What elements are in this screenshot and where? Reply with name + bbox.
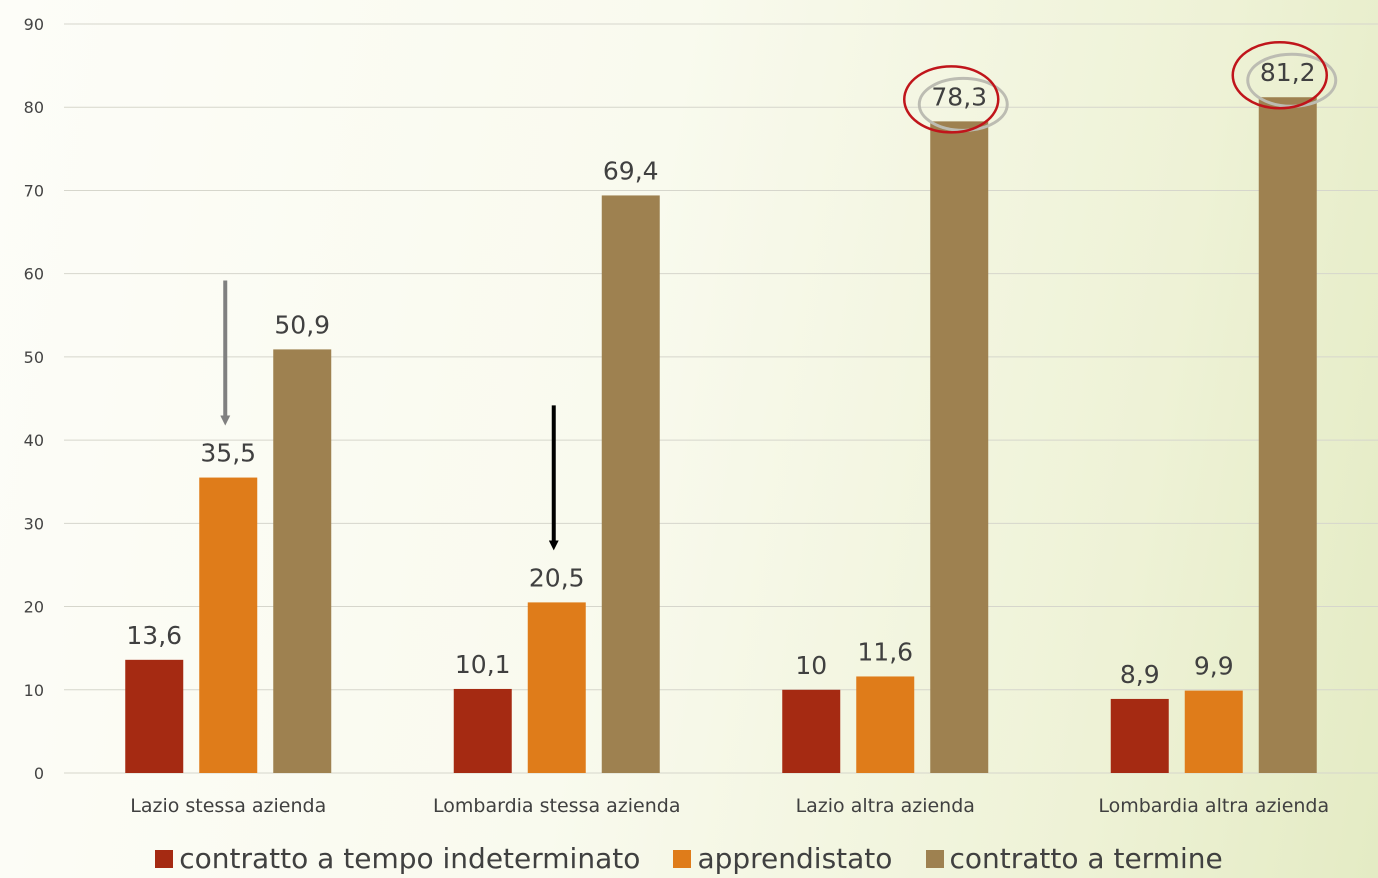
x-tick-label: Lazio stessa azienda bbox=[130, 795, 326, 817]
x-tick-label: Lombardia altra azienda bbox=[1098, 795, 1329, 817]
legend-swatch-apprendistato bbox=[673, 849, 692, 868]
legend-label-termine: contratto a termine bbox=[949, 842, 1223, 875]
bar[interactable] bbox=[1110, 698, 1169, 773]
y-tick-label: 40 bbox=[24, 431, 44, 450]
data-label: 50,9 bbox=[274, 310, 330, 339]
data-label: 13,6 bbox=[126, 621, 182, 650]
x-tick-label: Lombardia stessa azienda bbox=[433, 795, 680, 817]
bar[interactable] bbox=[453, 688, 512, 773]
bar[interactable] bbox=[1184, 690, 1243, 773]
data-label: 81,2 bbox=[1260, 58, 1316, 87]
data-label: 78,3 bbox=[931, 82, 987, 111]
legend-label-indeterminato: contratto a tempo indeterminato bbox=[179, 842, 641, 875]
legend: contratto a tempo indeterminato apprendi… bbox=[0, 842, 1378, 875]
data-labels: 13,6 10,1 10 8,9 35,5 20,5 11,6 9,9 50,9 69,4 78,3… bbox=[126, 58, 1315, 689]
y-tick-label: 90 bbox=[24, 15, 44, 34]
bar[interactable] bbox=[856, 676, 915, 773]
legend-item-termine[interactable]: contratto a termine bbox=[925, 842, 1223, 875]
y-tick-label: 0 bbox=[34, 764, 44, 783]
data-label: 10 bbox=[795, 651, 827, 680]
bar[interactable] bbox=[782, 689, 841, 773]
data-label: 35,5 bbox=[200, 439, 256, 468]
data-label: 8,9 bbox=[1120, 660, 1160, 689]
legend-label-apprendistato: apprendistato bbox=[697, 842, 893, 875]
bar[interactable] bbox=[930, 121, 989, 774]
annotation-circle bbox=[1231, 40, 1328, 110]
bar[interactable] bbox=[125, 659, 184, 773]
x-axis: Lazio stessa azienda Lombardia stessa azi… bbox=[130, 795, 1329, 817]
data-label: 69,4 bbox=[603, 156, 659, 185]
x-tick-label: Lazio altra azienda bbox=[796, 795, 975, 817]
y-tick-label: 30 bbox=[24, 514, 44, 533]
y-tick-label: 80 bbox=[24, 98, 44, 117]
bar[interactable] bbox=[1258, 97, 1317, 774]
gridlines bbox=[64, 23, 1378, 774]
legend-swatch-indeterminato bbox=[155, 849, 174, 868]
bar-chart: 0 10 20 30 40 50 60 70 80 90 Lazio stessa azienda… bbox=[24, 15, 1378, 817]
bar[interactable] bbox=[527, 602, 586, 773]
y-tick-label: 60 bbox=[24, 265, 44, 284]
y-tick-label: 50 bbox=[24, 348, 44, 367]
bar[interactable] bbox=[273, 349, 332, 773]
data-label: 10,1 bbox=[455, 650, 511, 679]
bar[interactable] bbox=[199, 477, 258, 773]
data-label: 20,5 bbox=[529, 563, 585, 592]
legend-swatch-termine bbox=[925, 849, 944, 868]
bar[interactable] bbox=[601, 195, 660, 774]
data-label: 9,9 bbox=[1194, 652, 1234, 681]
y-tick-label: 20 bbox=[24, 598, 44, 617]
annotation-circle bbox=[903, 65, 1000, 134]
annotations bbox=[220, 40, 1338, 551]
y-axis: 0 10 20 30 40 50 60 70 80 90 bbox=[24, 15, 44, 783]
bars bbox=[125, 97, 1317, 774]
data-label: 11,6 bbox=[857, 637, 913, 666]
legend-item-apprendistato[interactable]: apprendistato bbox=[673, 842, 892, 875]
y-tick-label: 10 bbox=[24, 681, 44, 700]
legend-item-indeterminato[interactable]: contratto a tempo indeterminato bbox=[155, 842, 640, 875]
y-tick-label: 70 bbox=[24, 181, 44, 200]
